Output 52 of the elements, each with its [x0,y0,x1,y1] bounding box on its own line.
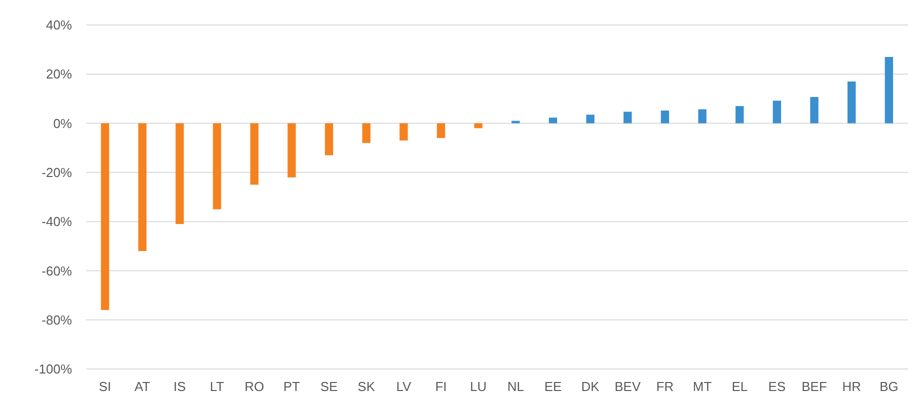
bar [548,118,558,124]
y-tick-label: -40% [42,214,72,230]
bar [736,106,744,124]
x-tick-label: FI [435,379,447,394]
x-tick-label: BEV [614,379,641,394]
bar [586,114,594,124]
y-tick-label: 0% [53,116,72,131]
x-tick-label: MT [692,379,712,394]
bar [324,123,334,156]
bar [176,123,184,224]
x-tick-label: SI [98,379,112,394]
x-tick-label: PT [283,379,300,394]
x-tick-label: EL [732,379,748,394]
x-tick-label: SE [320,379,338,394]
y-tick-label: -100% [34,362,72,377]
bar [884,56,894,124]
x-tick-label: LU [470,379,487,394]
bar [212,123,222,210]
x-tick-label: LV [396,379,412,394]
bar [772,100,782,124]
x-tick-label: BG [880,379,898,394]
bar [848,82,856,124]
bar [512,120,520,124]
x-tick-label: AT [134,379,150,394]
bar [436,123,446,138]
bar [362,123,370,143]
bar [810,96,818,124]
bar [660,110,670,124]
y-tick-label: -60% [42,263,72,278]
x-tick-label: RO [244,379,264,394]
x-tick-label: SK [358,379,376,394]
bar [698,109,706,124]
bar [138,123,146,252]
y-tick-label: 40% [46,18,72,33]
x-tick-label: BEF [802,379,827,394]
x-tick-label: HR [842,379,862,394]
x-tick-label: FR [656,379,674,394]
x-tick-label: ES [768,379,786,394]
x-tick-label: LT [210,379,224,394]
y-tick-label: 20% [46,66,72,82]
bar [474,123,482,128]
x-tick-label: IS [174,379,186,394]
x-tick-label: DK [581,379,600,394]
y-tick-label: -20% [42,164,72,180]
bar [400,123,408,140]
bar [250,123,258,185]
bar [288,123,296,178]
x-tick-label: EE [544,379,562,394]
bar [624,112,632,124]
x-tick-label: NL [507,379,524,394]
bar [100,123,110,310]
y-tick-label: -80% [42,312,72,328]
